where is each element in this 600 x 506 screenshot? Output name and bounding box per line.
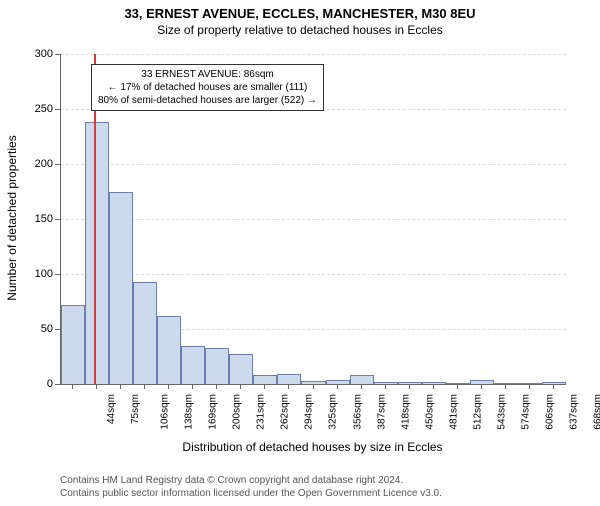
- x-tick-mark: [192, 384, 193, 389]
- x-tick-label: 231sqm: [256, 394, 267, 430]
- histogram-bar: [133, 282, 157, 384]
- x-tick-label: 169sqm: [208, 394, 219, 430]
- footer-attribution: Contains HM Land Registry data © Crown c…: [60, 474, 442, 500]
- y-tick-mark: [55, 329, 60, 330]
- footer-line-2: Contains public sector information licen…: [60, 487, 442, 500]
- x-tick-mark: [529, 384, 530, 389]
- annotation-line: 80% of semi-detached houses are larger (…: [98, 94, 317, 107]
- y-tick-mark: [55, 274, 60, 275]
- x-tick-mark: [72, 384, 73, 389]
- x-tick-label: 574sqm: [520, 394, 531, 430]
- x-tick-mark: [409, 384, 410, 389]
- x-tick-mark: [553, 384, 554, 389]
- histogram-bar: [61, 305, 85, 384]
- x-tick-label: 481sqm: [448, 394, 459, 430]
- annotation-box: 33 ERNEST AVENUE: 86sqm← 17% of detached…: [91, 64, 324, 111]
- x-tick-label: 450sqm: [424, 394, 435, 430]
- y-tick-label: 250: [25, 103, 53, 115]
- histogram-bar: [205, 348, 229, 384]
- x-tick-label: 418sqm: [400, 394, 411, 430]
- y-tick-mark: [55, 109, 60, 110]
- x-tick-mark: [288, 384, 289, 389]
- x-tick-mark: [385, 384, 386, 389]
- x-tick-mark: [120, 384, 121, 389]
- x-tick-label: 387sqm: [376, 394, 387, 430]
- x-tick-label: 200sqm: [232, 394, 243, 430]
- x-tick-label: 262sqm: [280, 394, 291, 430]
- x-tick-label: 606sqm: [544, 394, 555, 430]
- x-tick-label: 75sqm: [130, 394, 141, 424]
- histogram-bar: [109, 192, 133, 385]
- y-tick-label: 0: [25, 378, 53, 390]
- histogram-bar: [229, 354, 253, 384]
- histogram-bar: [253, 375, 277, 384]
- y-tick-mark: [55, 54, 60, 55]
- y-tick-mark: [55, 384, 60, 385]
- x-tick-mark: [144, 384, 145, 389]
- x-tick-mark: [433, 384, 434, 389]
- y-tick-label: 50: [25, 323, 53, 335]
- x-tick-label: 325sqm: [328, 394, 339, 430]
- histogram-bar: [157, 316, 181, 384]
- x-tick-label: 637sqm: [569, 394, 580, 430]
- x-tick-label: 668sqm: [593, 394, 600, 430]
- chart-plot-area: 33 ERNEST AVENUE: 86sqm← 17% of detached…: [60, 54, 566, 385]
- x-tick-mark: [337, 384, 338, 389]
- x-tick-mark: [313, 384, 314, 389]
- chart-title-main: 33, ERNEST AVENUE, ECCLES, MANCHESTER, M…: [0, 6, 600, 21]
- x-tick-mark: [216, 384, 217, 389]
- x-tick-label: 512sqm: [472, 394, 483, 430]
- x-tick-mark: [264, 384, 265, 389]
- x-tick-mark: [481, 384, 482, 389]
- y-tick-label: 200: [25, 158, 53, 170]
- x-tick-label: 543sqm: [496, 394, 507, 430]
- histogram-bar: [181, 346, 205, 385]
- gridline: [61, 54, 566, 55]
- footer-line-1: Contains HM Land Registry data © Crown c…: [60, 474, 442, 487]
- y-tick-label: 300: [25, 48, 53, 60]
- histogram-bar: [85, 122, 109, 384]
- y-tick-mark: [55, 164, 60, 165]
- y-tick-label: 100: [25, 268, 53, 280]
- histogram-bar: [277, 374, 301, 384]
- x-tick-label: 294sqm: [304, 394, 315, 430]
- x-tick-label: 106sqm: [160, 394, 171, 430]
- x-tick-mark: [457, 384, 458, 389]
- gridline: [61, 164, 566, 165]
- histogram-bar: [350, 375, 374, 384]
- x-tick-label: 44sqm: [106, 394, 117, 424]
- chart-title-sub: Size of property relative to detached ho…: [0, 23, 600, 37]
- gridline: [61, 219, 566, 220]
- annotation-line: ← 17% of detached houses are smaller (11…: [98, 81, 317, 94]
- y-tick-mark: [55, 219, 60, 220]
- x-tick-mark: [168, 384, 169, 389]
- annotation-line: 33 ERNEST AVENUE: 86sqm: [98, 68, 317, 81]
- x-tick-mark: [96, 384, 97, 389]
- x-tick-label: 138sqm: [184, 394, 195, 430]
- gridline: [61, 274, 566, 275]
- x-tick-mark: [505, 384, 506, 389]
- x-tick-mark: [240, 384, 241, 389]
- x-tick-label: 356sqm: [352, 394, 363, 430]
- y-axis-label: Number of detached properties: [5, 118, 19, 318]
- y-tick-label: 150: [25, 213, 53, 225]
- x-tick-mark: [361, 384, 362, 389]
- x-axis-label: Distribution of detached houses by size …: [60, 440, 565, 454]
